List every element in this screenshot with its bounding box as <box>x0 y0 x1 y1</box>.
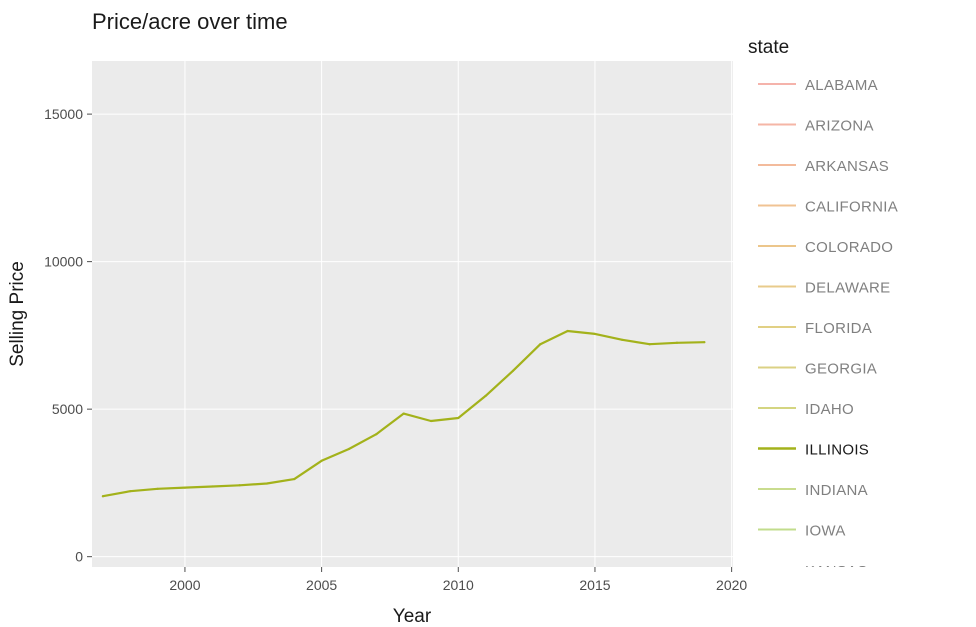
y-tick-label: 15000 <box>44 106 83 122</box>
x-axis-ticks: 2000 2005 2010 2015 2020 <box>169 567 747 593</box>
y-axis-title: Selling Price <box>7 261 28 367</box>
x-tick-label: 2000 <box>169 577 200 593</box>
data-point <box>539 343 542 346</box>
legend-item-alabama[interactable]: ALABAMA <box>758 77 878 94</box>
data-point <box>566 329 569 333</box>
legend-label: IOWA <box>805 523 846 540</box>
legend-item-arkansas[interactable]: ARKANSAS <box>758 158 889 175</box>
data-point <box>293 477 296 481</box>
legend-item-illinois[interactable]: ILLINOIS <box>758 442 869 459</box>
x-tick-label: 2005 <box>306 577 337 593</box>
x-axis-title: Year <box>393 606 432 627</box>
data-point <box>375 433 378 436</box>
legend: ALABAMA ARIZONA ARKANSAS CALIFORNIA COLORADO… <box>758 77 898 580</box>
legend-label: KANSAS <box>805 563 868 580</box>
legend-label: INDIANA <box>805 482 868 499</box>
data-point <box>511 369 515 372</box>
legend-item-georgia[interactable]: GEORGIA <box>758 361 877 378</box>
data-point <box>347 447 351 451</box>
x-tick-label: 2020 <box>716 577 747 593</box>
legend-item-florida[interactable]: FLORIDA <box>758 320 872 337</box>
data-point <box>238 484 241 487</box>
data-point <box>703 341 706 344</box>
legend-label: ARIZONA <box>805 118 874 135</box>
legend-item-indiana[interactable]: INDIANA <box>758 482 868 499</box>
y-tick-label: 5000 <box>52 401 83 417</box>
data-point <box>211 485 214 488</box>
legend-label: CALIFORNIA <box>805 199 898 216</box>
chart-title: Price/acre over time <box>92 9 288 34</box>
legend-label: IDAHO <box>805 401 854 418</box>
legend-label: DELAWARE <box>805 280 890 297</box>
data-point <box>101 495 105 498</box>
plot-background <box>92 61 733 567</box>
legend-item-kansas[interactable]: KANSAS <box>758 563 868 580</box>
legend-label: GEORGIA <box>805 361 877 378</box>
x-tick-label: 2015 <box>579 577 610 593</box>
legend-item-california[interactable]: CALIFORNIA <box>758 199 898 216</box>
x-tick-label: 2010 <box>443 577 474 593</box>
data-point <box>402 412 405 415</box>
legend-label: FLORIDA <box>805 320 872 337</box>
data-point <box>593 332 597 336</box>
legend-label: ARKANSAS <box>805 158 889 175</box>
y-axis-ticks: 0 5000 10000 15000 <box>44 106 92 565</box>
data-point <box>675 341 679 344</box>
y-tick-label: 0 <box>75 549 83 565</box>
data-point <box>183 486 187 489</box>
legend-item-idaho[interactable]: IDAHO <box>758 401 854 418</box>
data-point <box>648 343 651 346</box>
legend-item-colorado[interactable]: COLORADO <box>758 239 893 256</box>
legend-label: ALABAMA <box>805 77 878 94</box>
data-point <box>429 419 433 423</box>
data-point <box>129 490 132 493</box>
legend-item-arizona[interactable]: ARIZONA <box>758 118 874 135</box>
series-lines <box>101 329 706 498</box>
legend-label: COLORADO <box>805 239 893 256</box>
legend-item-iowa[interactable]: IOWA <box>758 523 846 540</box>
data-point <box>156 487 159 490</box>
data-point <box>265 482 269 485</box>
legend-items: ALABAMA ARIZONA ARKANSAS CALIFORNIA COLORADO… <box>758 77 898 580</box>
grid-lines <box>92 61 733 567</box>
data-point <box>457 416 460 420</box>
legend-label: ILLINOIS <box>805 442 869 459</box>
y-tick-label: 10000 <box>44 254 83 270</box>
legend-title: state <box>748 37 789 58</box>
data-point <box>320 459 323 462</box>
data-point <box>621 338 624 341</box>
legend-item-delaware[interactable]: DELAWARE <box>758 280 890 297</box>
data-point <box>484 394 487 397</box>
